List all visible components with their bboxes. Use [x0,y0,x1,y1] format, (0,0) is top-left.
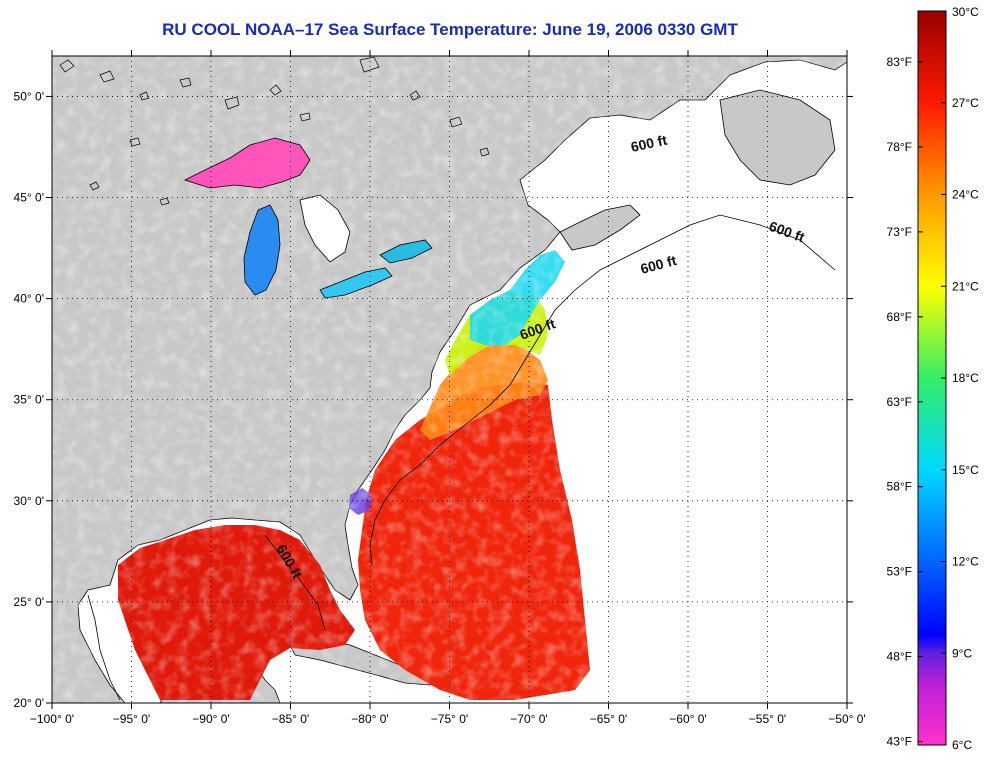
lake-superior [183,137,311,189]
lat-tick-label: 25° 0' [14,595,44,609]
lon-tick-label: −70° 0' [510,712,547,726]
lake-ontario [379,239,433,264]
celsius-tick-label: 18°C [952,371,979,385]
lon-tick-label: −80° 0' [351,712,388,726]
lon-tick-label: −85° 0' [272,712,309,726]
fahrenheit-tick-label: 53°F [887,565,912,579]
lake-erie [319,267,393,299]
lon-tick-label: −55° 0' [749,712,786,726]
fahrenheit-tick-label: 68°F [887,310,912,324]
fahrenheit-tick-label: 43°F [887,735,912,749]
fahrenheit-tick-label: 73°F [887,225,912,239]
celsius-tick-label: 6°C [952,738,972,752]
cloud-speckle [52,56,847,703]
newfoundland-land [719,89,836,186]
lat-tick-label: 35° 0' [14,393,44,407]
celsius-tick-label: 30°C [952,5,979,19]
lat-tick-label: 40° 0' [14,292,44,306]
lake-huron [299,194,351,263]
small-lakes [59,56,490,206]
lake-michigan [243,204,281,296]
lat-tick-label: 45° 0' [14,191,44,205]
celsius-tick-label: 9°C [952,646,972,660]
lon-tick-label: −50° 0' [828,712,865,726]
fahrenheit-tick-label: 58°F [887,480,912,494]
lon-tick-label: −100° 0' [30,712,74,726]
fahrenheit-tick-label: 63°F [887,395,912,409]
axes: −100° 0' −95° 0' −90° 0' −85° 0' −80° 0' −75°… [14,50,866,726]
lat-tick-label: 30° 0' [14,494,44,508]
lon-tick-label: −90° 0' [192,712,229,726]
isobath-600ft-gulf [87,534,326,701]
fahrenheit-tick-label: 48°F [887,650,912,664]
contour-label-600ft-1: 600 ft [629,132,668,155]
lat-tick-label: 20° 0' [14,696,44,710]
fahrenheit-tick-label: 83°F [887,55,912,69]
celsius-tick-label: 12°C [952,555,979,569]
lon-tick-label: −95° 0' [113,712,150,726]
lat-tick-label: 50° 0' [14,89,44,103]
celsius-tick-label: 15°C [952,463,979,477]
colorbar-labels: 30°C 27°C 24°C 21°C 18°C 15°C 12°C 9°C 6°C 83°F 78… [887,5,980,752]
map-title: RU COOL NOAA–17 Sea Surface Temperature:… [162,20,738,39]
isobath-600ft [369,214,836,566]
nova-scotia-land [559,204,641,251]
lon-tick-label: −60° 0' [669,712,706,726]
fahrenheit-tick-label: 78°F [887,140,912,154]
celsius-tick-label: 21°C [952,279,979,293]
celsius-tick-label: 27°C [952,96,979,110]
lon-tick-label: −75° 0' [431,712,468,726]
map-area [52,56,847,703]
celsius-tick-label: 24°C [952,188,979,202]
lon-tick-label: −65° 0' [590,712,627,726]
